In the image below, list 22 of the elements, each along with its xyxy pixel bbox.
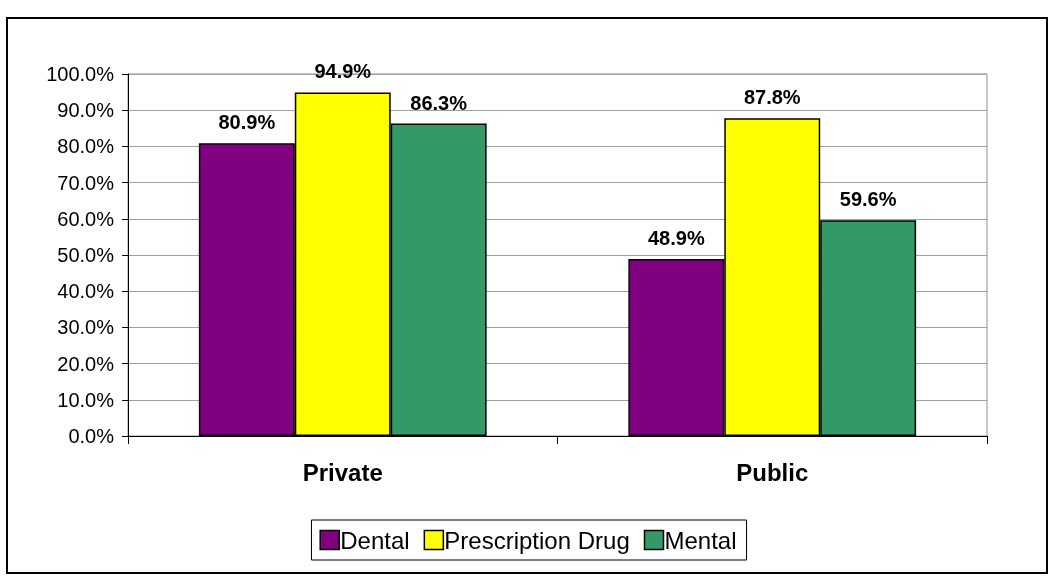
y-tick-label: 90.0% xyxy=(57,99,115,122)
data-label: 86.3% xyxy=(410,91,468,114)
y-tick-label: 80.0% xyxy=(57,135,115,158)
y-tick-label: 40.0% xyxy=(57,280,115,303)
y-tick-label: 60.0% xyxy=(57,207,115,230)
data-label: 94.9% xyxy=(314,60,372,83)
y-tick-label: 20.0% xyxy=(57,352,115,375)
legend-label: Dental xyxy=(340,526,410,554)
x-tick-label: Public xyxy=(736,458,809,486)
data-label: 80.9% xyxy=(218,111,276,134)
legend-label: Mental xyxy=(664,526,737,554)
data-label: 48.9% xyxy=(647,226,705,249)
y-tick-label: 50.0% xyxy=(57,244,115,266)
data-label: 59.6% xyxy=(839,188,897,211)
x-tick-label: Private xyxy=(302,458,383,486)
y-tick-label: 30.0% xyxy=(57,316,115,339)
y-tick-label: 100.0% xyxy=(46,63,115,85)
legend-label: Prescription Drug xyxy=(444,526,630,554)
y-tick-label: 0.0% xyxy=(68,425,115,447)
y-tick-label: 10.0% xyxy=(57,388,115,411)
y-tick-label: 70.0% xyxy=(57,171,115,194)
data-label: 87.8% xyxy=(743,86,801,109)
